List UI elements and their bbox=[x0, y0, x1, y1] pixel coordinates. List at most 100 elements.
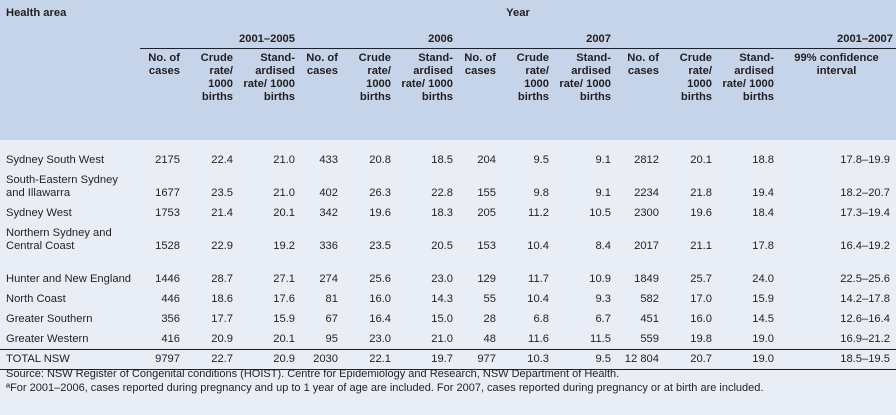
col-header-cases: No. of cases bbox=[140, 48, 183, 140]
table-cell: 20.8 bbox=[341, 150, 394, 170]
table-cell: 25.7 bbox=[662, 256, 715, 289]
table-cell: 14.3 bbox=[394, 289, 456, 309]
table-cell: 20.1 bbox=[236, 329, 298, 350]
data-table: Health area Year 2001–2005 2006 2007 200… bbox=[0, 0, 896, 370]
table-cell: 9.1 bbox=[552, 150, 614, 170]
table-cell: 1446 bbox=[140, 256, 183, 289]
table-cell: 22.8 bbox=[394, 170, 456, 203]
table-cell: 446 bbox=[140, 289, 183, 309]
table-cell: 21.0 bbox=[394, 329, 456, 350]
table-cell: 10.4 bbox=[499, 289, 552, 309]
table-cell: 1753 bbox=[140, 203, 183, 223]
table-cell: 22.1 bbox=[341, 349, 394, 370]
table-cell: 15.9 bbox=[236, 309, 298, 329]
health-area-cell: TOTAL NSW bbox=[0, 349, 140, 370]
table-cell: 1849 bbox=[614, 256, 662, 289]
table-cell: 14.5 bbox=[715, 309, 777, 329]
col-header-std: Stand-ardised rate/ 1000 births bbox=[394, 48, 456, 140]
table-cell: 48 bbox=[456, 329, 499, 350]
table-cell: 21.4 bbox=[183, 203, 236, 223]
table-cell: 2175 bbox=[140, 150, 183, 170]
health-area-cell: Greater Western bbox=[0, 329, 140, 350]
table-cell: 6.7 bbox=[552, 309, 614, 329]
table-cell: 559 bbox=[614, 329, 662, 350]
table-cell: 11.7 bbox=[499, 256, 552, 289]
col-header-std: Stand-ardised rate/ 1000 births bbox=[552, 48, 614, 140]
table-cell: 2030 bbox=[298, 349, 341, 370]
table-cell: 15.9 bbox=[715, 289, 777, 309]
table-cell: 18.5–19.5 bbox=[777, 349, 896, 370]
table-cell: 16.4–19.2 bbox=[777, 223, 896, 256]
col-header-cases: No. of cases bbox=[456, 48, 499, 140]
source-note: Source: NSW Register of Congenital condi… bbox=[6, 368, 620, 380]
table-cell: 16.0 bbox=[662, 309, 715, 329]
table-cell: 23.0 bbox=[341, 329, 394, 350]
table-cell: 17.6 bbox=[236, 289, 298, 309]
table-cell: 25.6 bbox=[341, 256, 394, 289]
table-cell: 81 bbox=[298, 289, 341, 309]
table-cell: 28.7 bbox=[183, 256, 236, 289]
table-cell: 20.1 bbox=[236, 203, 298, 223]
table-cell: 20.9 bbox=[183, 329, 236, 350]
table-cell: 23.5 bbox=[341, 223, 394, 256]
table-cell: 153 bbox=[456, 223, 499, 256]
table-cell: 1528 bbox=[140, 223, 183, 256]
health-area-cell: Hunter and New England bbox=[0, 256, 140, 289]
table-cell: 10.3 bbox=[499, 349, 552, 370]
table-cell: 20.7 bbox=[662, 349, 715, 370]
table-cell: 274 bbox=[298, 256, 341, 289]
col-header-crude: Crude rate/ 1000 births bbox=[183, 48, 236, 140]
table-cell: 11.5 bbox=[552, 329, 614, 350]
table-cell: 12 804 bbox=[614, 349, 662, 370]
table-cell: 18.8 bbox=[715, 150, 777, 170]
table-cell: 2300 bbox=[614, 203, 662, 223]
col-header-ci: 99% confidence interval bbox=[777, 48, 896, 140]
table-cell: 19.4 bbox=[715, 170, 777, 203]
table-cell: 9.5 bbox=[552, 349, 614, 370]
table-cell: 18.3 bbox=[394, 203, 456, 223]
table-cell: 14.2–17.8 bbox=[777, 289, 896, 309]
table-row: South-Eastern Sydney and Illawarra 1677 23… bbox=[0, 170, 896, 203]
table-cell: 24.0 bbox=[715, 256, 777, 289]
table-cell: 2234 bbox=[614, 170, 662, 203]
table-cell: 433 bbox=[298, 150, 341, 170]
table-cell: 582 bbox=[614, 289, 662, 309]
table-cell: 9797 bbox=[140, 349, 183, 370]
table-cell: 11.2 bbox=[499, 203, 552, 223]
table-cell: 20.1 bbox=[662, 150, 715, 170]
table-row: Greater Western 416 20.9 20.1 95 23.0 21.0 48 11… bbox=[0, 329, 896, 350]
table-cell: 19.0 bbox=[715, 329, 777, 350]
table-cell: 18.2–20.7 bbox=[777, 170, 896, 203]
group-header-2006: 2006 bbox=[298, 33, 456, 49]
table-cell: 20.9 bbox=[236, 349, 298, 370]
table-cell: 95 bbox=[298, 329, 341, 350]
health-area-cell: Sydney South West bbox=[0, 150, 140, 170]
table-cell: 11.6 bbox=[499, 329, 552, 350]
table-cell: 2812 bbox=[614, 150, 662, 170]
col-header-crude: Crude rate/ 1000 births bbox=[662, 48, 715, 140]
table-cell: 21.8 bbox=[662, 170, 715, 203]
table-row: Sydney West 1753 21.4 20.1 342 19.6 18.3 205 11.… bbox=[0, 203, 896, 223]
health-area-header: Health area bbox=[0, 0, 140, 33]
table-cell: 8.4 bbox=[552, 223, 614, 256]
table-cell: 26.3 bbox=[341, 170, 394, 203]
table-row: Greater Southern 356 17.7 15.9 67 16.4 15.0 28 6… bbox=[0, 309, 896, 329]
table-cell: 55 bbox=[456, 289, 499, 309]
table-cell: 19.7 bbox=[394, 349, 456, 370]
col-header-crude: Crude rate/ 1000 births bbox=[341, 48, 394, 140]
table-cell: 22.9 bbox=[183, 223, 236, 256]
table-cell: 129 bbox=[456, 256, 499, 289]
col-header-crude: Crude rate/ 1000 births bbox=[499, 48, 552, 140]
table-cell: 19.6 bbox=[341, 203, 394, 223]
table-cell: 205 bbox=[456, 203, 499, 223]
table-cell: 977 bbox=[456, 349, 499, 370]
table-cell: 17.8–19.9 bbox=[777, 150, 896, 170]
table-cell: 10.4 bbox=[499, 223, 552, 256]
table-cell: 23.5 bbox=[183, 170, 236, 203]
table-cell: 16.9–21.2 bbox=[777, 329, 896, 350]
table-cell: 16.4 bbox=[341, 309, 394, 329]
table-cell: 17.3–19.4 bbox=[777, 203, 896, 223]
table-cell: 21.1 bbox=[662, 223, 715, 256]
table-cell: 19.2 bbox=[236, 223, 298, 256]
table-cell: 2017 bbox=[614, 223, 662, 256]
